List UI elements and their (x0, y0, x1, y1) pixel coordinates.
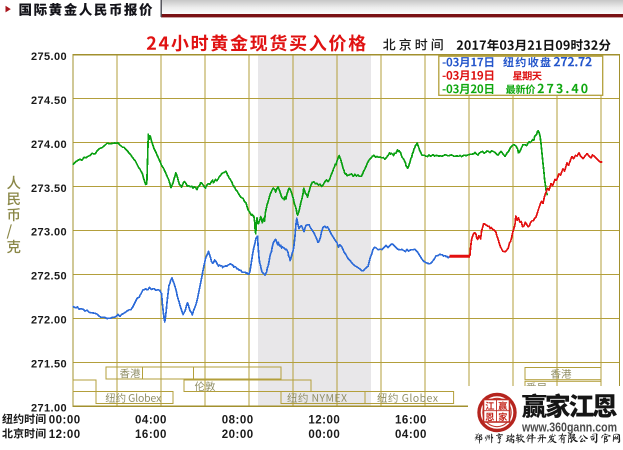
svg-text:274.00: 274.00 (31, 139, 67, 151)
svg-text:12:00: 12:00 (49, 429, 81, 441)
svg-text:272.00: 272.00 (31, 315, 67, 327)
svg-text:00:00: 00:00 (308, 429, 340, 441)
svg-text:274.50: 274.50 (31, 95, 67, 107)
svg-text:271.00: 271.00 (31, 402, 67, 414)
svg-text:08:00: 08:00 (222, 415, 254, 427)
svg-text:12:00: 12:00 (308, 415, 340, 427)
svg-text:www.360gann.com: www.360gann.com (521, 420, 617, 435)
svg-text:272.50: 272.50 (31, 271, 67, 283)
svg-text:273.00: 273.00 (31, 227, 67, 239)
svg-text:04:00: 04:00 (395, 429, 427, 441)
svg-text:04:00: 04:00 (135, 415, 167, 427)
svg-text:16:00: 16:00 (395, 415, 427, 427)
svg-text:16:00: 16:00 (135, 429, 167, 441)
svg-text:20:00: 20:00 (222, 429, 254, 441)
svg-text:275.00: 275.00 (31, 51, 67, 63)
svg-text:273.50: 273.50 (31, 183, 67, 195)
svg-text:271.50: 271.50 (31, 359, 67, 371)
svg-text:00:00: 00:00 (49, 415, 81, 427)
